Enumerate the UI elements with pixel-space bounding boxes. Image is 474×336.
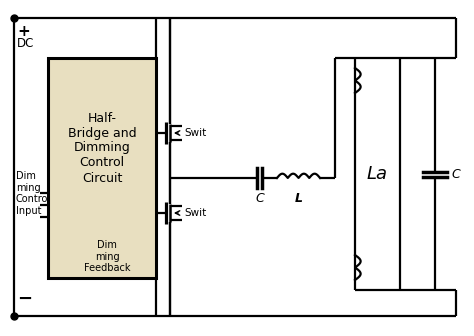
Bar	[48, 58, 156, 278]
Text: Dim
ming
Control
Input: Dim ming Control Input	[16, 171, 51, 216]
Text: C: C	[451, 168, 460, 180]
Text: C: C	[255, 192, 264, 205]
Text: Dim
ming
Feedback: Dim ming Feedback	[84, 240, 130, 273]
Text: Half-
Bridge and
Dimming
Control
Circuit: Half- Bridge and Dimming Control Circuit	[68, 112, 137, 184]
Text: Swit: Swit	[184, 208, 206, 218]
Text: +: +	[17, 24, 30, 39]
Text: Swit: Swit	[184, 128, 206, 138]
Text: DC: DC	[17, 37, 35, 50]
Text: L: L	[294, 192, 302, 205]
Text: La: La	[367, 165, 388, 183]
Text: −: −	[17, 290, 32, 308]
